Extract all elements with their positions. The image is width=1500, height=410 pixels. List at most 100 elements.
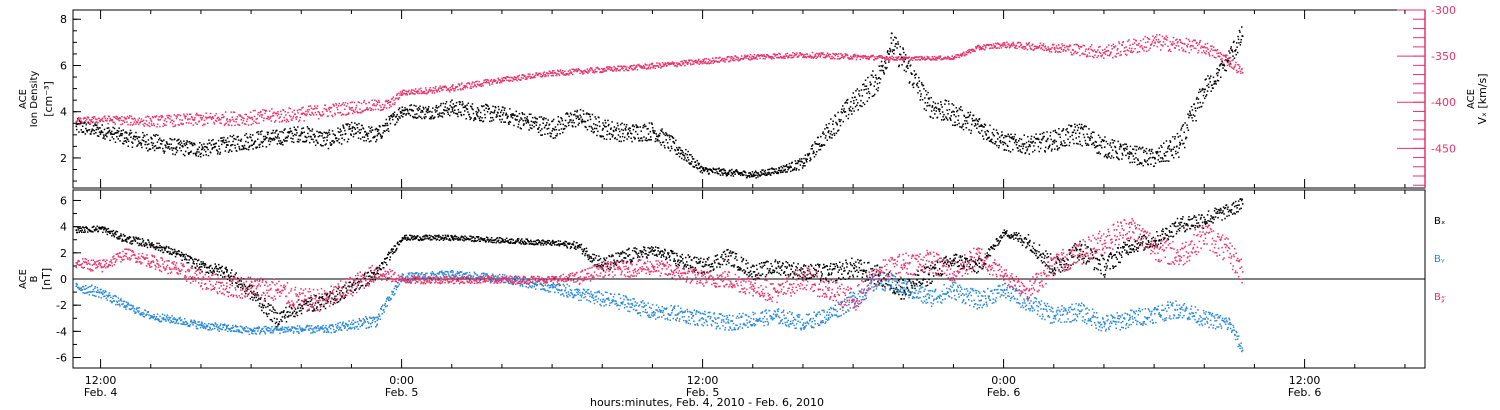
data-point xyxy=(162,251,165,254)
data-point xyxy=(475,86,478,88)
anchor-point xyxy=(389,104,391,106)
data-point xyxy=(575,115,577,117)
data-point xyxy=(295,116,297,119)
data-point xyxy=(1212,46,1215,48)
data-point xyxy=(1197,52,1199,54)
data-point xyxy=(585,126,587,129)
data-point xyxy=(819,148,822,151)
data-point xyxy=(170,143,172,145)
data-point xyxy=(1186,46,1189,48)
data-point xyxy=(352,109,354,112)
data-point xyxy=(1032,140,1035,143)
data-point xyxy=(379,109,382,111)
data-point xyxy=(595,118,597,120)
data-point xyxy=(1001,43,1004,45)
data-point xyxy=(201,263,204,265)
data-point xyxy=(1219,63,1221,66)
data-point xyxy=(921,83,923,86)
data-point xyxy=(473,82,475,84)
data-point xyxy=(539,124,541,126)
data-point xyxy=(458,84,461,87)
data-point xyxy=(443,109,445,111)
data-point xyxy=(201,117,203,119)
data-point xyxy=(1151,41,1154,43)
data-point xyxy=(213,121,215,124)
data-point xyxy=(1150,150,1153,152)
data-point xyxy=(103,136,105,138)
data-point xyxy=(650,122,653,124)
data-point xyxy=(366,132,368,134)
data-point xyxy=(1047,137,1049,140)
data-point xyxy=(486,82,488,84)
data-point xyxy=(522,124,525,126)
data-point xyxy=(806,161,808,163)
data-point xyxy=(1003,137,1005,139)
data-point xyxy=(1025,47,1027,50)
data-point xyxy=(467,111,469,113)
data-point xyxy=(609,132,611,135)
data-point xyxy=(833,53,835,55)
data-point xyxy=(704,169,706,171)
data-point xyxy=(508,123,510,125)
data-point xyxy=(423,116,425,118)
data-point xyxy=(483,105,485,107)
data-point xyxy=(104,227,107,230)
anchor-point xyxy=(702,169,705,172)
data-point xyxy=(626,133,629,136)
data-point xyxy=(295,118,298,120)
data-point xyxy=(265,137,267,139)
data-point xyxy=(110,133,112,136)
data-point xyxy=(590,130,593,132)
data-point xyxy=(893,56,895,59)
data-point xyxy=(112,116,115,118)
data-point xyxy=(580,120,583,122)
data-point xyxy=(225,122,227,124)
data-point xyxy=(396,121,398,124)
data-point xyxy=(1158,41,1160,44)
data-point xyxy=(503,109,506,111)
data-point xyxy=(104,226,106,229)
data-point xyxy=(984,45,986,47)
data-point xyxy=(485,80,488,83)
data-point xyxy=(382,103,384,106)
data-point xyxy=(403,112,405,115)
data-point xyxy=(123,240,125,242)
data-point xyxy=(1195,98,1198,100)
data-point xyxy=(143,125,145,127)
data-point xyxy=(864,79,867,81)
data-point xyxy=(365,134,367,136)
data-point xyxy=(1044,151,1046,153)
data-point xyxy=(1118,148,1121,150)
data-point xyxy=(450,89,453,91)
data-point xyxy=(1199,41,1201,43)
data-point xyxy=(930,110,933,112)
data-point xyxy=(577,68,580,70)
data-point xyxy=(570,72,572,74)
data-point xyxy=(182,255,184,258)
data-point xyxy=(1022,147,1024,150)
data-point xyxy=(1103,155,1106,158)
data-point xyxy=(302,106,304,109)
data-point xyxy=(487,79,489,82)
data-point xyxy=(299,134,302,137)
data-point xyxy=(779,170,781,172)
data-point xyxy=(1207,52,1210,54)
data-point xyxy=(965,117,967,119)
data-point xyxy=(270,138,272,140)
data-point xyxy=(784,53,787,55)
data-point xyxy=(171,119,173,122)
data-point xyxy=(276,129,278,132)
data-point xyxy=(363,101,365,103)
data-point xyxy=(1003,148,1006,151)
data-point xyxy=(822,144,825,146)
data-point xyxy=(951,55,953,57)
data-point xyxy=(1017,150,1020,152)
data-point xyxy=(744,171,747,174)
data-point xyxy=(136,121,139,123)
data-point xyxy=(922,84,925,87)
data-point xyxy=(101,226,104,228)
data-point xyxy=(971,48,974,50)
data-point xyxy=(135,236,137,239)
data-point xyxy=(335,102,337,105)
data-point xyxy=(82,131,85,133)
